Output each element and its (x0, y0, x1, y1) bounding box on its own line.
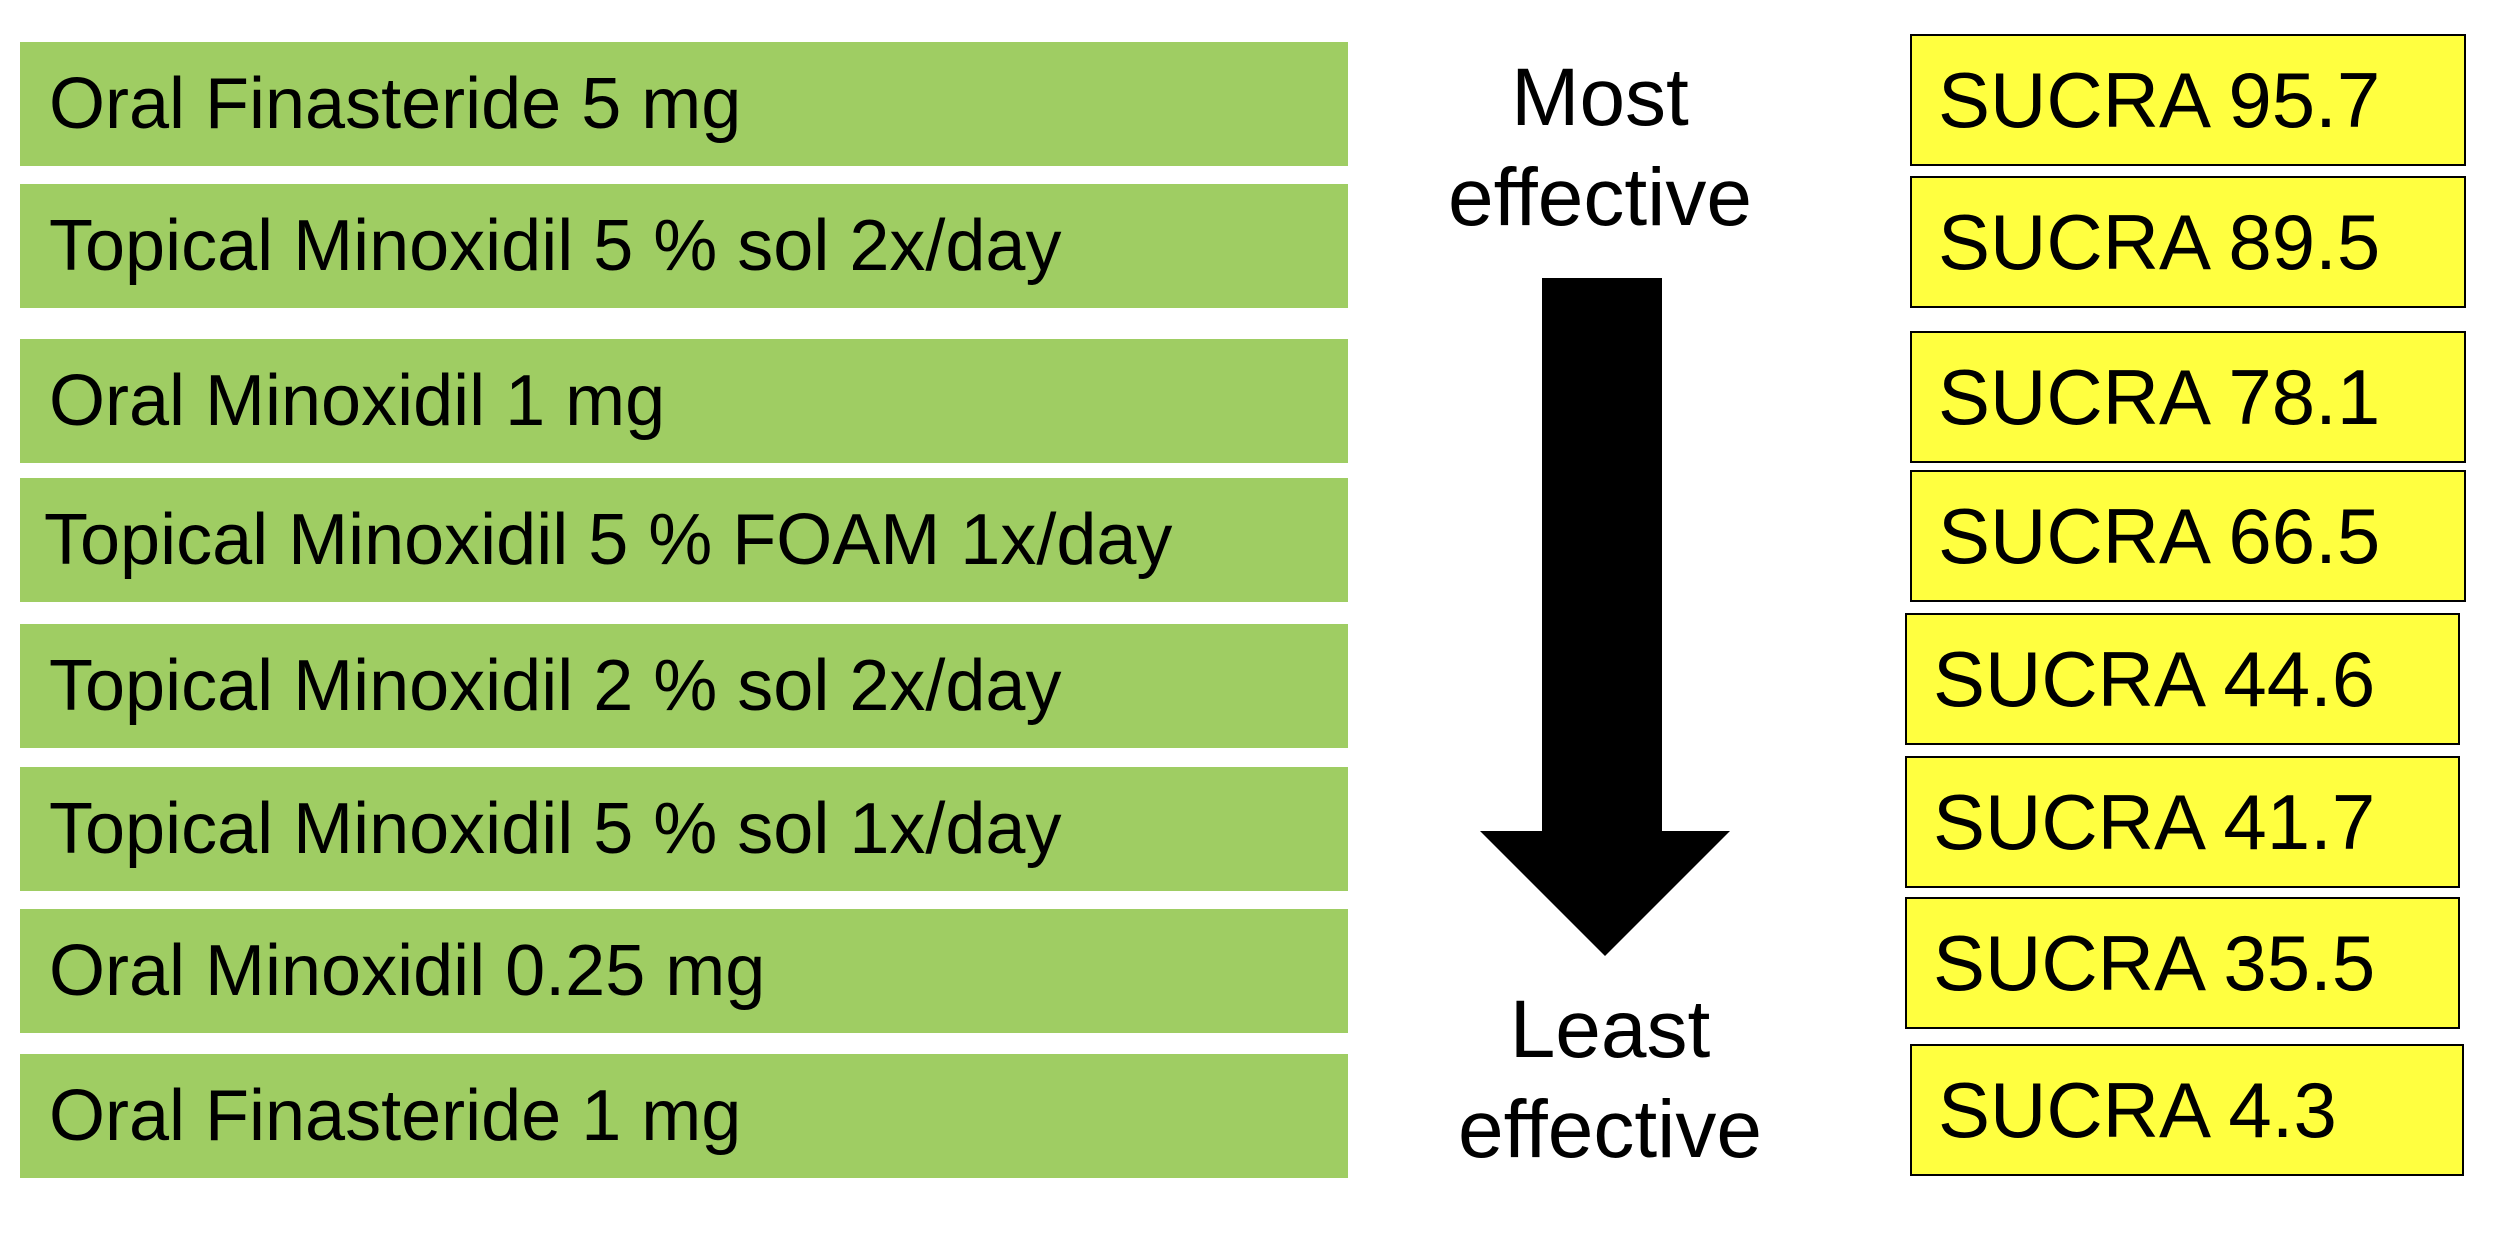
arrow-shape (1480, 278, 1730, 956)
treatment-row: Oral Minoxidil 1 mg (20, 339, 1348, 463)
most-effective-label: Most effective (1420, 48, 1780, 248)
treatment-label: Oral Finasteride 1 mg (49, 1076, 742, 1156)
sucra-value: SUCRA 78.1 (1938, 352, 2381, 441)
sucra-score: SUCRA 44.6 (1905, 613, 2460, 745)
sucra-value: SUCRA 41.7 (1933, 777, 2376, 866)
sucra-value: SUCRA 35.5 (1933, 918, 2376, 1007)
treatment-row: Topical Minoxidil 5 % sol 2x/day (20, 184, 1348, 308)
sucra-score: SUCRA 95.7 (1910, 34, 2466, 166)
treatment-row: Oral Minoxidil 0.25 mg (20, 909, 1348, 1033)
least-label-line: Least (1509, 984, 1711, 1075)
sucra-score: SUCRA 89.5 (1910, 176, 2466, 308)
treatment-label: Oral Minoxidil 1 mg (49, 361, 666, 441)
sucra-value: SUCRA 66.5 (1938, 491, 2381, 580)
treatment-row: Topical Minoxidil 2 % sol 2x/day (20, 624, 1348, 748)
effective-label-line: effective (1448, 152, 1752, 243)
treatment-label: Topical Minoxidil 5 % FOAM 1x/day (44, 500, 1173, 580)
most-label-line: Most (1511, 52, 1689, 143)
sucra-score: SUCRA 41.7 (1905, 756, 2460, 888)
sucra-score: SUCRA 35.5 (1905, 897, 2460, 1029)
sucra-score: SUCRA 4.3 (1910, 1044, 2464, 1176)
treatment-row: Topical Minoxidil 5 % FOAM 1x/day (20, 478, 1348, 602)
treatment-row: Topical Minoxidil 5 % sol 1x/day (20, 767, 1348, 891)
sucra-value: SUCRA 44.6 (1933, 634, 2376, 723)
sucra-value: SUCRA 89.5 (1938, 197, 2381, 286)
effective-label-line: effective (1458, 1084, 1762, 1175)
sucra-value: SUCRA 4.3 (1938, 1065, 2337, 1154)
treatment-label: Oral Finasteride 5 mg (49, 64, 742, 144)
arrow-down-icon (1480, 278, 1730, 956)
sucra-score: SUCRA 66.5 (1910, 470, 2466, 602)
treatment-row: Oral Finasteride 5 mg (20, 42, 1348, 166)
treatment-row: Oral Finasteride 1 mg (20, 1054, 1348, 1178)
treatment-label: Topical Minoxidil 5 % sol 1x/day (49, 789, 1062, 869)
sucra-value: SUCRA 95.7 (1938, 55, 2381, 144)
least-effective-label: Least effective (1430, 980, 1790, 1180)
sucra-score: SUCRA 78.1 (1910, 331, 2466, 463)
treatment-label: Topical Minoxidil 2 % sol 2x/day (49, 646, 1062, 726)
treatment-label: Oral Minoxidil 0.25 mg (49, 931, 766, 1011)
treatment-label: Topical Minoxidil 5 % sol 2x/day (49, 206, 1062, 286)
